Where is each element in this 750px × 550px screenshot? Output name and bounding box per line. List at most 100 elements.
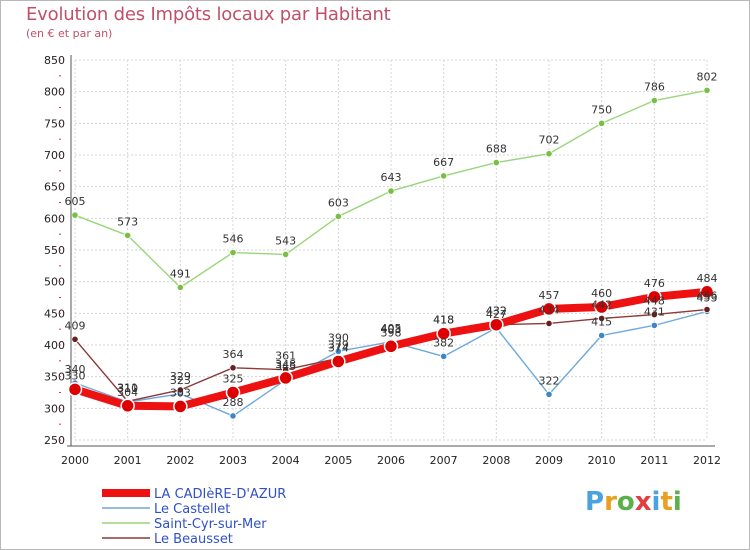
data-label: 460	[591, 287, 612, 300]
data-label: 427	[486, 308, 507, 321]
data-label: 288	[223, 396, 244, 409]
data-label: 390	[328, 331, 349, 344]
data-label: 688	[486, 143, 507, 156]
data-label: 448	[644, 295, 665, 308]
x-tick-label: 2011	[640, 454, 668, 467]
data-label: 442	[591, 298, 612, 311]
x-tick-label: 2004	[272, 454, 300, 467]
data-point	[120, 398, 135, 414]
data-label: 310	[117, 382, 138, 395]
x-tick-label: 2007	[430, 454, 458, 467]
x-tick-label: 2008	[482, 454, 510, 467]
axis-layer: 250 300 350 400 450 500 550 600 650 700 750 800 850 2…	[44, 54, 721, 467]
data-point	[282, 250, 290, 259]
y-tick-label: 750	[44, 117, 65, 130]
legend-entry: Le Beausset	[154, 532, 233, 547]
data-label: 457	[539, 289, 560, 302]
data-point	[278, 370, 293, 386]
data-label: 361	[275, 350, 296, 363]
data-point	[229, 364, 237, 372]
data-point	[176, 386, 184, 394]
data-label: 403	[381, 323, 402, 336]
legend-entry: Le Castellet	[154, 502, 230, 517]
data-label: 750	[591, 103, 612, 116]
x-tick-label: 2006	[377, 454, 405, 467]
data-point	[650, 310, 658, 319]
data-point	[650, 321, 658, 329]
x-tick-label: 2010	[588, 454, 616, 467]
data-label: 329	[170, 370, 191, 383]
data-label: 379	[328, 338, 349, 351]
data-label: 484	[697, 272, 718, 285]
data-label: 702	[539, 134, 560, 147]
legend-entry: LA CADIèRE-D'AZUR	[154, 487, 286, 502]
data-point	[71, 335, 79, 343]
data-label: 432	[486, 305, 507, 318]
data-label: 323	[170, 374, 191, 387]
data-point	[440, 172, 448, 180]
y-tick-label: 450	[44, 307, 65, 320]
data-point	[598, 119, 606, 127]
data-label: 546	[223, 233, 244, 246]
x-tick-label: 2005	[324, 454, 352, 467]
data-point	[545, 150, 553, 158]
data-label: 398	[381, 326, 402, 339]
data-point	[598, 314, 606, 322]
logo-letter: o	[616, 487, 635, 517]
y-tick-label: 400	[44, 339, 65, 352]
data-point	[229, 248, 237, 257]
data-label: 786	[644, 81, 665, 94]
data-point	[225, 385, 241, 400]
data-label: 434	[539, 303, 560, 316]
data-label: 405	[381, 322, 402, 335]
proxiti-logo: Proxiti	[585, 487, 682, 517]
data-point	[387, 187, 395, 195]
data-label: 603	[328, 196, 349, 209]
data-label: 605	[65, 195, 86, 208]
data-label: 348	[275, 358, 296, 371]
data-label: 364	[223, 348, 244, 361]
data-label: 456	[697, 290, 718, 303]
data-point	[492, 159, 500, 167]
data-label: 374	[328, 341, 349, 354]
data-point	[594, 299, 609, 315]
data-label: 345	[275, 360, 296, 373]
data-point	[67, 382, 83, 397]
logo-letter: P	[585, 487, 605, 517]
x-tick-label: 2000	[61, 454, 89, 467]
data-point	[173, 399, 188, 414]
y-tick-label: 550	[44, 244, 65, 257]
data-point	[489, 317, 504, 332]
y-tick-label: 300	[44, 402, 65, 415]
logo-letter: i	[651, 487, 661, 517]
data-label: 311	[117, 381, 138, 394]
data-label: 409	[65, 319, 86, 332]
data-point	[436, 326, 451, 341]
data-point	[699, 284, 715, 300]
data-point	[71, 211, 79, 219]
logo-letter: x	[634, 487, 652, 517]
y-tick-label: 500	[44, 276, 65, 289]
data-point	[176, 283, 184, 291]
data-label: 418	[433, 314, 454, 327]
data-label: 382	[433, 336, 454, 349]
data-label: 476	[644, 277, 665, 290]
data-label-layer: 605 573 491 546 543 603 643 667 688 702 750 786 802 3…	[65, 70, 718, 409]
data-label: 543	[275, 234, 296, 247]
data-point	[440, 352, 448, 360]
x-tick-label: 2009	[535, 454, 563, 467]
data-label: 330	[65, 369, 86, 382]
data-point	[541, 301, 557, 317]
data-point	[598, 331, 606, 340]
logo-letter: t	[660, 487, 673, 517]
data-label: 573	[117, 215, 138, 228]
data-label: 667	[433, 156, 454, 169]
y-tick-label: 800	[44, 86, 65, 99]
y-tick-label: 350	[44, 371, 65, 384]
data-point	[650, 96, 658, 105]
data-label: 643	[381, 171, 402, 184]
data-point	[331, 354, 346, 369]
logo-letter: r	[604, 487, 617, 517]
data-point	[545, 319, 553, 328]
